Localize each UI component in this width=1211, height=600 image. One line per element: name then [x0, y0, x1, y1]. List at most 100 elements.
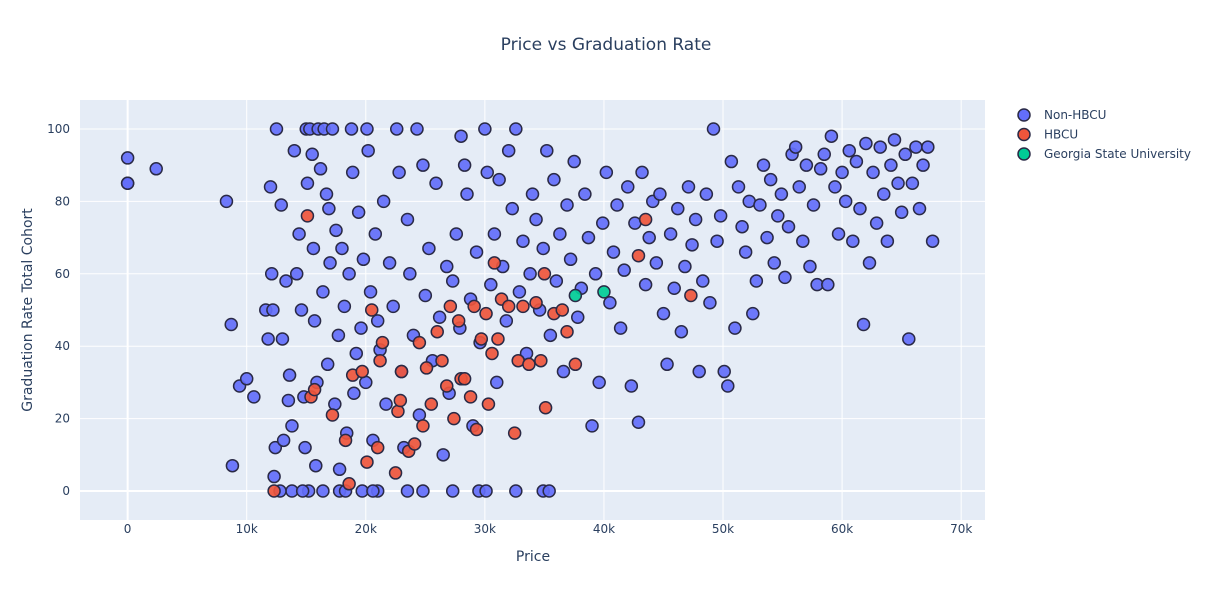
- data-point[interactable]: [392, 165, 406, 180]
- data-point[interactable]: [856, 317, 871, 332]
- data-point[interactable]: [347, 386, 361, 401]
- data-point[interactable]: [806, 198, 821, 212]
- data-point[interactable]: [370, 440, 385, 455]
- data-point[interactable]: [905, 176, 920, 191]
- data-point[interactable]: [342, 477, 356, 491]
- data-point[interactable]: [817, 147, 831, 162]
- legend[interactable]: Non-HBCU HBCU Georgia State University: [1017, 108, 1191, 161]
- data-point[interactable]: [571, 310, 585, 324]
- data-point[interactable]: [331, 328, 346, 343]
- data-point[interactable]: [225, 458, 240, 473]
- data-point[interactable]: [685, 238, 699, 252]
- data-point[interactable]: [507, 426, 522, 440]
- data-point[interactable]: [921, 140, 935, 154]
- data-point[interactable]: [681, 180, 696, 194]
- data-point[interactable]: [599, 165, 614, 180]
- data-point[interactable]: [287, 143, 302, 158]
- data-point[interactable]: [419, 361, 434, 375]
- data-point[interactable]: [501, 143, 516, 158]
- data-point[interactable]: [617, 263, 631, 277]
- data-point[interactable]: [540, 143, 554, 158]
- data-point[interactable]: [853, 201, 867, 216]
- data-point[interactable]: [499, 314, 514, 328]
- data-point[interactable]: [912, 201, 927, 216]
- data-point[interactable]: [516, 299, 530, 314]
- data-point[interactable]: [457, 372, 472, 386]
- data-point[interactable]: [846, 234, 860, 248]
- data-point[interactable]: [522, 357, 536, 372]
- data-point[interactable]: [606, 245, 621, 259]
- data-point[interactable]: [364, 303, 379, 317]
- data-point[interactable]: [596, 216, 610, 230]
- data-point[interactable]: [884, 158, 898, 172]
- data-point[interactable]: [403, 267, 417, 281]
- data-point[interactable]: [376, 194, 391, 209]
- data-point[interactable]: [337, 299, 352, 314]
- data-point[interactable]: [555, 303, 570, 317]
- data-point[interactable]: [268, 440, 283, 455]
- data-point[interactable]: [224, 317, 238, 332]
- data-point[interactable]: [416, 158, 430, 172]
- data-point[interactable]: [300, 176, 315, 191]
- data-point[interactable]: [778, 270, 792, 285]
- data-point[interactable]: [877, 187, 891, 201]
- data-point[interactable]: [756, 158, 771, 172]
- data-point[interactable]: [295, 484, 310, 498]
- data-point[interactable]: [394, 364, 409, 379]
- data-point[interactable]: [529, 212, 543, 227]
- data-point[interactable]: [484, 277, 498, 292]
- data-point[interactable]: [505, 201, 520, 216]
- data-point[interactable]: [436, 448, 450, 462]
- data-point[interactable]: [849, 154, 864, 169]
- data-point[interactable]: [429, 176, 443, 191]
- data-point[interactable]: [624, 379, 639, 393]
- data-point[interactable]: [796, 234, 810, 248]
- data-point[interactable]: [509, 122, 523, 136]
- legend-item[interactable]: Non-HBCU: [1017, 108, 1106, 122]
- data-point[interactable]: [859, 136, 873, 151]
- data-point[interactable]: [375, 335, 390, 350]
- data-point[interactable]: [753, 198, 767, 212]
- data-point[interactable]: [460, 187, 474, 201]
- data-point[interactable]: [463, 390, 478, 404]
- data-point[interactable]: [388, 466, 403, 480]
- data-point[interactable]: [267, 484, 281, 498]
- data-point[interactable]: [821, 277, 835, 292]
- data-point[interactable]: [320, 357, 335, 372]
- data-point[interactable]: [671, 201, 685, 216]
- data-point[interactable]: [631, 415, 646, 429]
- legend-item[interactable]: HBCU: [1017, 128, 1078, 142]
- data-point[interactable]: [360, 122, 374, 136]
- data-point[interactable]: [631, 248, 646, 263]
- data-point[interactable]: [366, 484, 380, 498]
- data-point[interactable]: [325, 408, 340, 422]
- data-point[interactable]: [479, 306, 493, 321]
- data-point[interactable]: [767, 256, 781, 270]
- data-point[interactable]: [585, 419, 599, 433]
- data-point[interactable]: [474, 332, 489, 346]
- data-point[interactable]: [560, 198, 574, 212]
- data-point[interactable]: [370, 314, 385, 328]
- data-point[interactable]: [692, 364, 706, 379]
- data-point[interactable]: [887, 133, 902, 147]
- data-point[interactable]: [316, 285, 330, 299]
- data-point[interactable]: [316, 484, 330, 498]
- data-point[interactable]: [792, 180, 806, 194]
- data-point[interactable]: [282, 368, 297, 382]
- data-point[interactable]: [267, 469, 281, 484]
- data-point[interactable]: [568, 357, 583, 372]
- data-point[interactable]: [774, 187, 789, 201]
- data-point[interactable]: [400, 484, 415, 498]
- data-point[interactable]: [512, 285, 527, 299]
- data-point[interactable]: [835, 165, 849, 180]
- data-point[interactable]: [529, 296, 543, 310]
- data-point[interactable]: [322, 201, 336, 216]
- data-point[interactable]: [542, 484, 556, 498]
- data-point[interactable]: [656, 306, 671, 321]
- data-point[interactable]: [289, 267, 304, 281]
- data-point[interactable]: [276, 433, 291, 448]
- data-point[interactable]: [873, 140, 887, 154]
- data-point[interactable]: [738, 245, 753, 259]
- data-point[interactable]: [891, 176, 905, 191]
- data-point[interactable]: [451, 314, 466, 328]
